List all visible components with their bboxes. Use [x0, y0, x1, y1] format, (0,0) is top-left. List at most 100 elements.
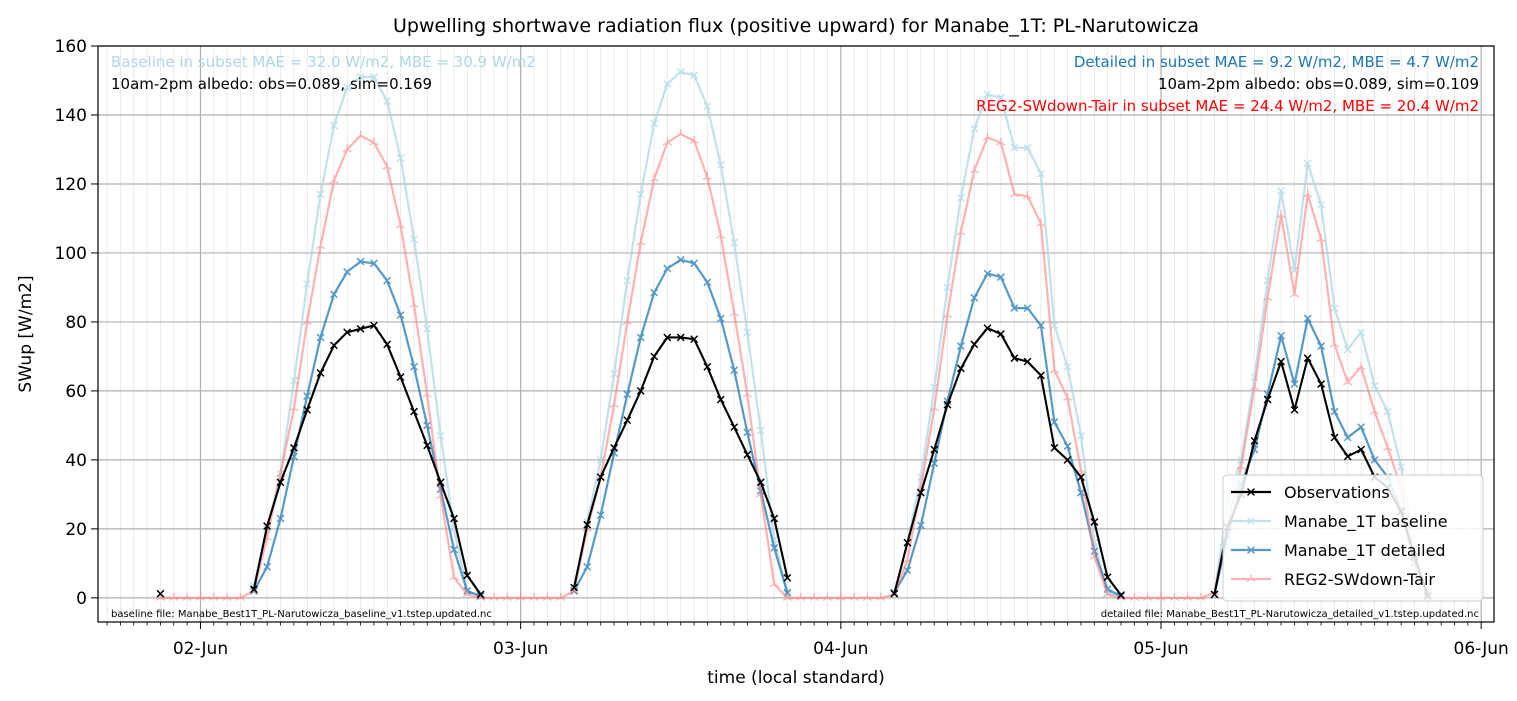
data-point	[1250, 436, 1259, 445]
data-point	[956, 364, 965, 373]
data-point	[1343, 377, 1353, 386]
detailed-file-annotation: detailed file: Manabe_Best1T_PL-Narutowi…	[1101, 609, 1479, 620]
data-point	[1357, 328, 1366, 337]
data-point	[622, 316, 632, 325]
data-point	[969, 165, 979, 174]
data-point	[1210, 590, 1219, 599]
data-point	[716, 314, 725, 323]
data-point	[1169, 592, 1180, 601]
data-point	[983, 269, 992, 278]
data-point	[263, 562, 271, 571]
data-point	[195, 592, 206, 601]
data-point	[930, 445, 939, 454]
data-point	[1129, 592, 1140, 601]
x-tick-label: 04-Jun	[813, 639, 868, 659]
data-point	[1023, 304, 1032, 313]
data-point	[996, 93, 1005, 102]
data-point	[1050, 443, 1059, 452]
series-line	[893, 93, 1122, 598]
data-point	[996, 330, 1005, 338]
data-point	[1142, 592, 1153, 601]
data-point	[1303, 314, 1312, 323]
data-point	[703, 362, 712, 371]
data-point	[636, 333, 645, 342]
data-point	[423, 324, 432, 333]
data-point	[1317, 200, 1326, 209]
data-point	[1049, 365, 1060, 374]
data-point	[343, 267, 352, 276]
data-point	[450, 514, 458, 523]
data-point	[342, 144, 352, 153]
data-point	[329, 175, 339, 184]
data-point	[730, 238, 739, 247]
baseline-albedo-annotation: 10am-2pm albedo: obs=0.089, sim=0.169	[111, 75, 432, 93]
data-point	[609, 399, 619, 408]
data-point	[702, 172, 712, 181]
legend-frame	[1222, 474, 1484, 602]
data-point	[610, 369, 619, 378]
legend-marker	[1247, 488, 1255, 496]
data-point	[1383, 442, 1393, 451]
data-point	[1303, 354, 1312, 363]
data-point	[1357, 445, 1366, 454]
data-point	[890, 589, 899, 598]
baseline-stats-annotation: Baseline in subset MAE = 32.0 W/m2, MBE …	[111, 53, 536, 71]
data-point	[902, 554, 913, 563]
data-point	[410, 407, 418, 416]
data-point	[636, 237, 646, 246]
data-point	[276, 514, 285, 523]
data-point	[596, 473, 605, 482]
series-line	[252, 324, 482, 596]
data-point	[289, 403, 299, 412]
detailed-albedo-annotation: 10am-2pm albedo: obs=0.089, sim=0.109	[1158, 75, 1479, 93]
data-point	[382, 161, 392, 170]
x-axis: 02-Jun 03-Jun 04-Jun 05-Jun 06-Jun	[106, 622, 1509, 659]
data-point	[596, 511, 605, 520]
y-tick-label: 40	[65, 451, 87, 471]
data-point	[370, 259, 378, 268]
data-point	[1010, 304, 1019, 313]
data-point	[1370, 455, 1379, 464]
data-point	[903, 538, 912, 547]
data-point	[570, 583, 579, 592]
data-point	[783, 573, 792, 582]
data-point	[502, 592, 512, 601]
data-point	[370, 73, 378, 81]
data-point	[583, 520, 592, 529]
data-point	[1290, 405, 1299, 414]
data-point	[636, 190, 645, 199]
data-point	[730, 423, 739, 432]
data-point	[623, 416, 632, 425]
y-tick-label: 60	[65, 382, 87, 402]
data-point	[610, 443, 619, 452]
legend-label: REG2-SWdown-Tair	[1284, 570, 1435, 589]
data-point	[1316, 234, 1326, 243]
data-point	[1117, 591, 1125, 600]
data-point	[690, 335, 699, 344]
data-point	[343, 83, 352, 92]
data-point	[1037, 371, 1045, 380]
data-point	[1263, 395, 1272, 404]
y-tick-label: 120	[55, 175, 87, 195]
data-point	[1263, 292, 1273, 301]
data-point	[1303, 159, 1312, 168]
data-point	[1290, 380, 1299, 388]
data-point	[703, 102, 712, 111]
data-point	[782, 592, 792, 601]
data-point	[822, 592, 833, 601]
data-point	[916, 488, 925, 497]
data-point	[690, 71, 699, 80]
data-point	[716, 161, 725, 169]
data-point	[970, 293, 979, 302]
data-point	[1317, 380, 1326, 388]
data-point	[676, 128, 686, 138]
data-point	[849, 592, 859, 601]
data-point	[743, 328, 752, 337]
legend-marker	[1247, 517, 1255, 525]
data-point	[556, 592, 566, 601]
legend-swatch	[1231, 546, 1271, 554]
series-line	[252, 260, 481, 598]
data-point	[316, 369, 325, 377]
data-point	[489, 592, 499, 601]
data-point	[583, 562, 592, 571]
